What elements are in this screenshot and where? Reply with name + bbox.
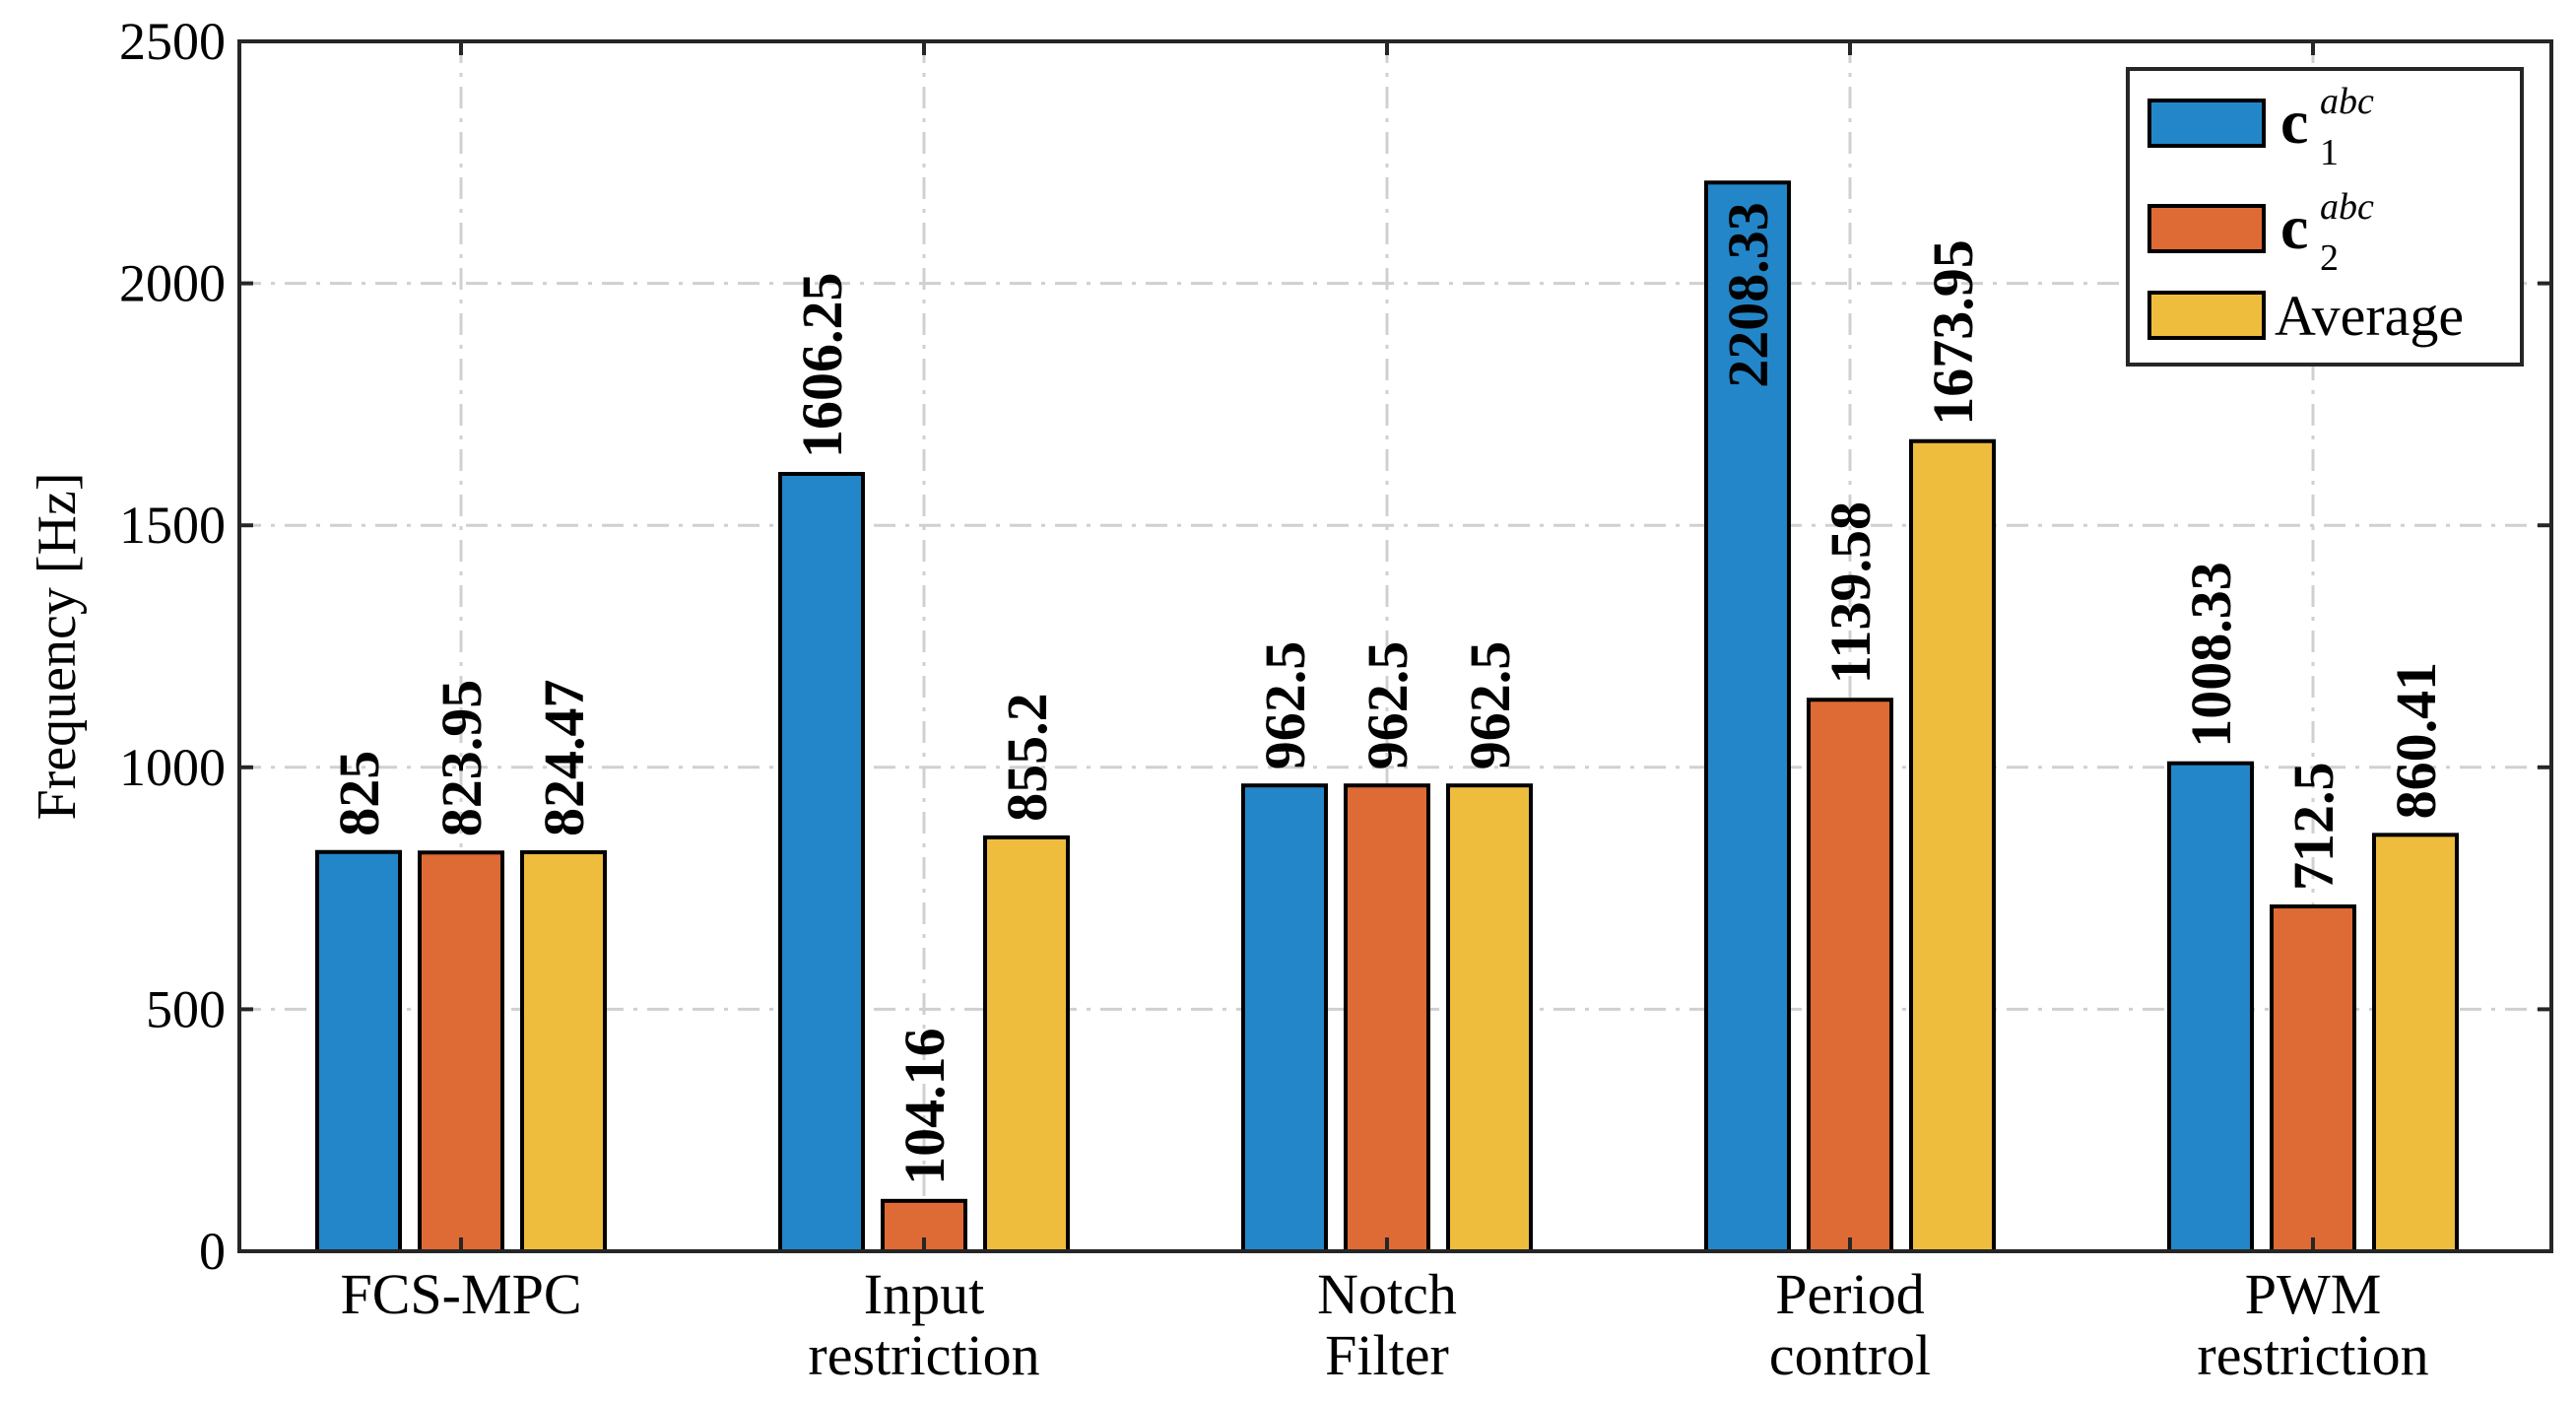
legend-sub-c2abc: 2 [2320, 237, 2339, 279]
category-label: restriction [808, 1323, 1039, 1387]
bar-c1abc-0 [315, 849, 402, 1253]
data-labels: 825 1606.25 962.5 2208.33 1008.33 823.95 104.1… [327, 202, 2448, 1185]
legend-sub-c1abc: 1 [2320, 132, 2339, 173]
plot-frame [237, 39, 2553, 1253]
legend-swatch-c1abc [2147, 99, 2266, 148]
bars [315, 180, 2459, 1254]
data-label-c1abc-2: 962.5 [1253, 641, 1317, 770]
x-category-labels: FCS-MPC InputrestrictionNotchFilterPeriod… [340, 1262, 2428, 1387]
y-tick-label: 0 [199, 1222, 226, 1281]
bar-c1abc-1 [778, 472, 865, 1253]
bar-Average-2 [1446, 783, 1533, 1253]
y-tick-label: 2500 [119, 12, 226, 71]
legend-sup-c1abc: abc [2320, 81, 2374, 122]
data-label-c2abc-1: 104.16 [892, 1028, 957, 1185]
bar-Average-3 [1909, 438, 1996, 1254]
bar-c2abc-4 [2270, 904, 2356, 1254]
category-label: Input [864, 1262, 984, 1326]
data-label-Average-3: 1673.95 [1921, 239, 1985, 426]
category-label: Filter [1325, 1323, 1449, 1387]
legend-label-Average: Average [2275, 284, 2464, 348]
y-tick-label: 500 [146, 979, 226, 1038]
y-tick-label: 1500 [119, 496, 226, 555]
bar-Average-4 [2372, 833, 2459, 1254]
y-tick-label: 2000 [119, 254, 226, 313]
y-tick-label: 1000 [119, 738, 226, 797]
bar-c2abc-0 [418, 850, 504, 1253]
category-label: Notch [1317, 1262, 1457, 1326]
legend-label-c1abc: c [2280, 87, 2308, 157]
axis-ticks [239, 39, 2551, 1253]
bar-c2abc-2 [1344, 783, 1430, 1253]
data-label-Average-0: 824.47 [532, 680, 596, 837]
data-label-c1abc-4: 1008.33 [2179, 562, 2243, 748]
data-label-c2abc-3: 1139.58 [1818, 501, 1882, 684]
bar-c1abc-2 [1241, 783, 1328, 1253]
legend-sup-c2abc: abc [2320, 186, 2374, 228]
data-label-Average-1: 855.2 [995, 693, 1059, 822]
data-label-c2abc-2: 962.5 [1355, 641, 1420, 770]
bar-c1abc-3 [1704, 180, 1791, 1253]
data-label-c2abc-4: 712.5 [2281, 763, 2345, 892]
category-label: restriction [2197, 1323, 2428, 1387]
legend-label-c2abc: c [2280, 192, 2308, 262]
data-label-c1abc-0: 825 [327, 751, 391, 836]
data-label-c2abc-0: 823.95 [429, 680, 494, 837]
bar-c2abc-3 [1807, 698, 1893, 1253]
category-label: PWM [2245, 1262, 2382, 1326]
bar-Average-1 [983, 834, 1070, 1254]
category-label: FCS-MPC [340, 1262, 581, 1326]
data-label-Average-2: 962.5 [1458, 641, 1522, 770]
category-label: control [1769, 1323, 1931, 1387]
data-label-c1abc-3: 2208.33 [1716, 202, 1780, 388]
data-label-c1abc-1: 1606.25 [790, 273, 854, 459]
y-tick-labels: 0 500 1000 1500 2000 2500 [119, 12, 226, 1281]
data-label-Average-4: 860.41 [2384, 662, 2448, 820]
legend-swatch-c2abc [2147, 204, 2266, 253]
category-label: Period [1775, 1262, 1924, 1326]
legend-swatch-Average [2147, 291, 2266, 340]
bar-Average-0 [520, 850, 607, 1253]
bar-c1abc-4 [2167, 761, 2254, 1253]
y-axis-label: Frequency [Hz] [27, 473, 88, 821]
